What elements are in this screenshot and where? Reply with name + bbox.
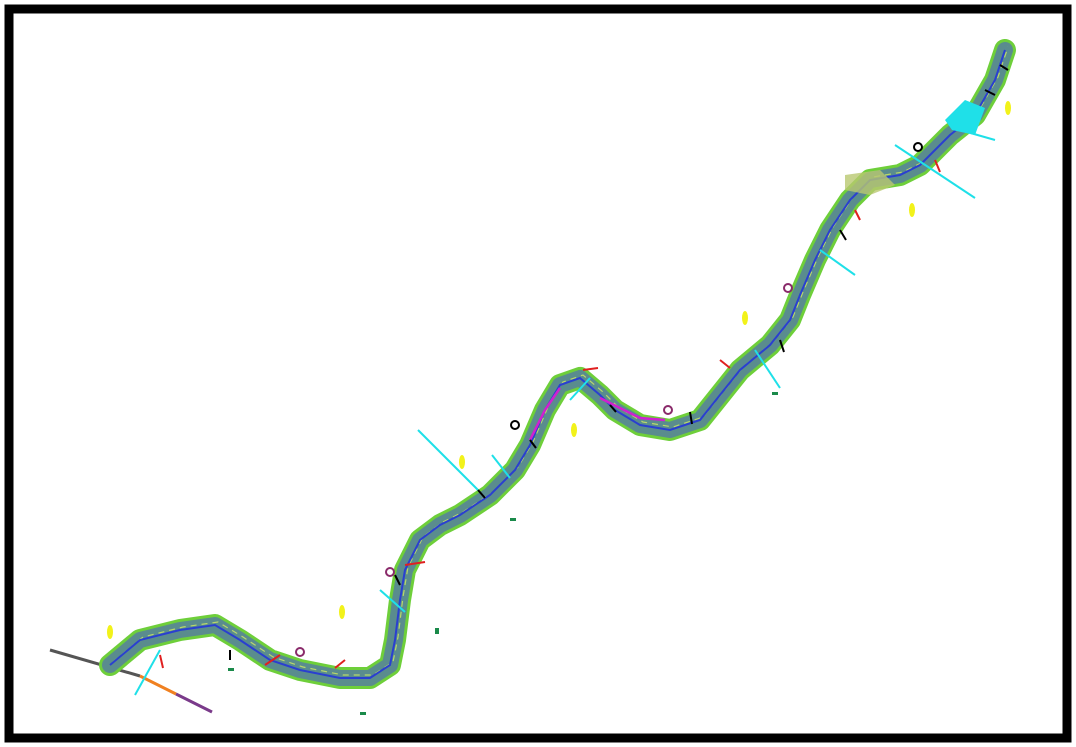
marker [571, 423, 577, 437]
dash [360, 712, 366, 715]
dash [510, 518, 516, 521]
marker [1005, 101, 1011, 115]
marker [339, 605, 345, 619]
dash [772, 392, 778, 395]
dash [228, 668, 234, 671]
marker [909, 203, 915, 217]
map-sheet [0, 0, 1076, 747]
dash [435, 628, 439, 634]
marker [742, 311, 748, 325]
page [0, 0, 1076, 747]
marker [107, 625, 113, 639]
marker [459, 455, 465, 469]
